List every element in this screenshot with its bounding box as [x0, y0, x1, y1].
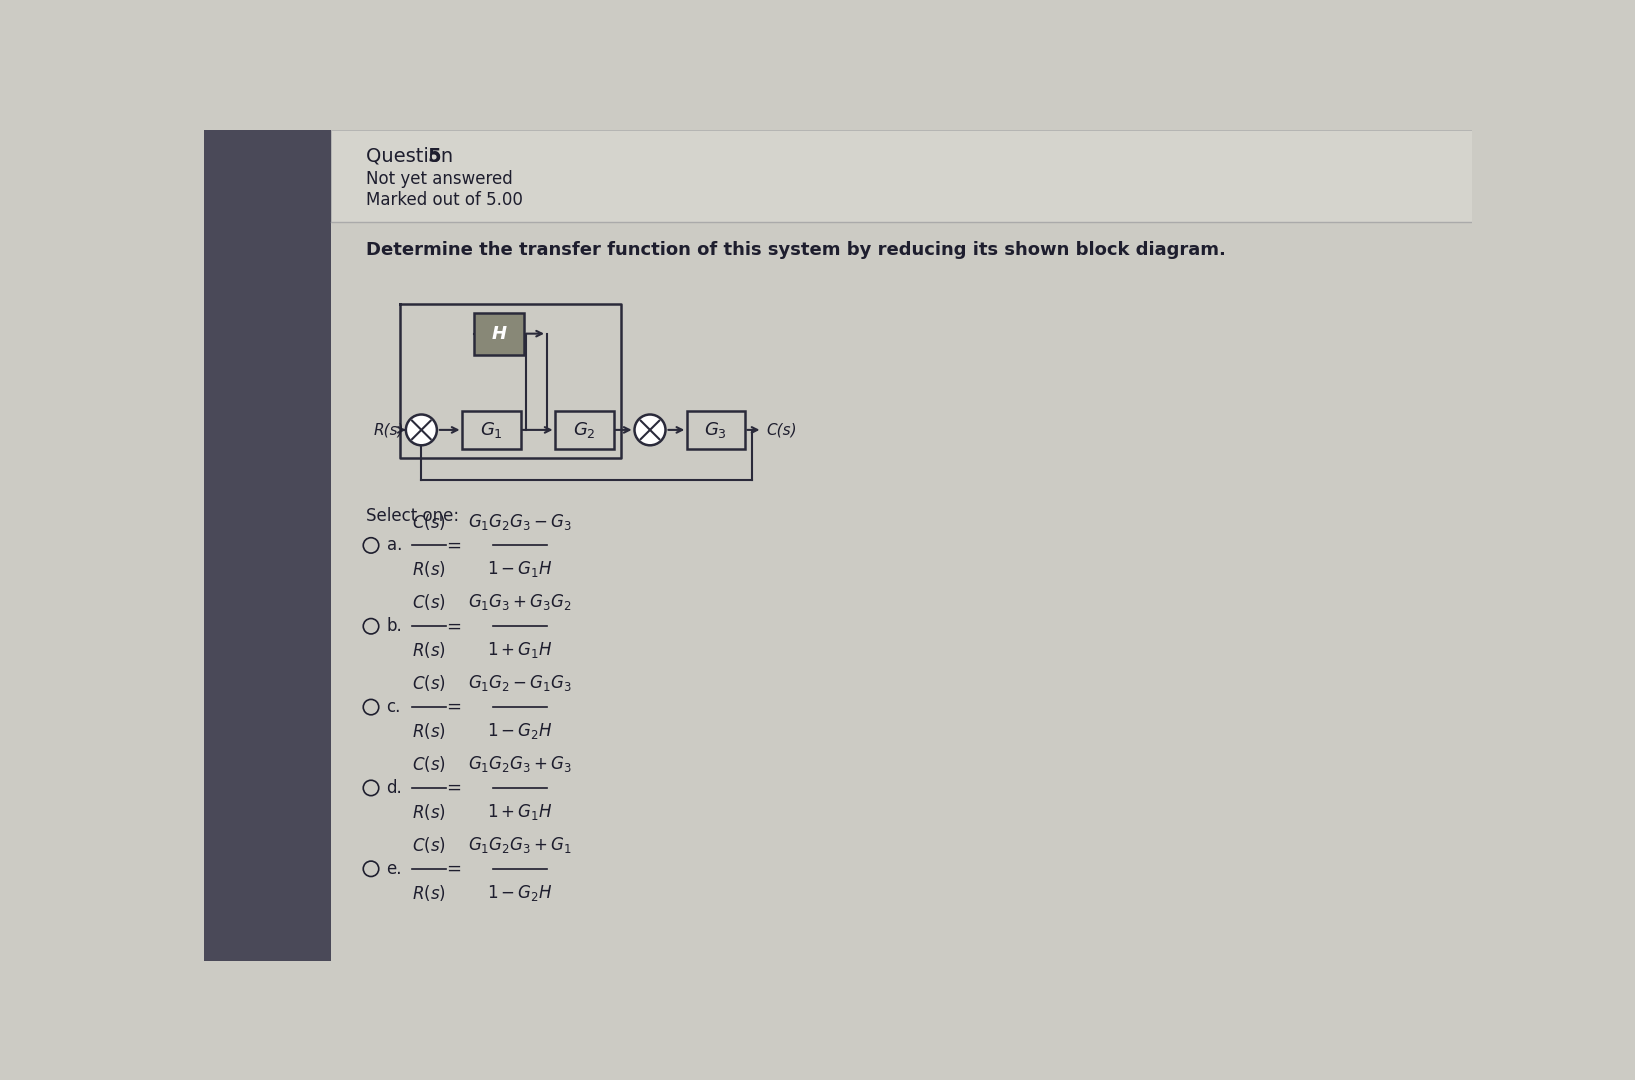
Text: $1-G_2H$: $1-G_2H$	[487, 721, 553, 741]
Text: $G_2$: $G_2$	[572, 420, 595, 440]
Text: =: =	[446, 618, 461, 635]
Text: $1-G_1H$: $1-G_1H$	[487, 559, 553, 579]
Text: d.: d.	[386, 779, 402, 797]
Text: H: H	[490, 325, 507, 342]
Text: $G_1G_2G_3+G_1$: $G_1G_2G_3+G_1$	[468, 835, 572, 855]
Text: $G_1$: $G_1$	[479, 420, 502, 440]
Text: e.: e.	[386, 860, 402, 878]
Text: c.: c.	[386, 698, 401, 716]
Text: $G_1G_2G_3+G_3$: $G_1G_2G_3+G_3$	[468, 754, 572, 774]
Text: $R(s)$: $R(s)$	[412, 801, 446, 822]
Text: R(s): R(s)	[373, 422, 404, 437]
Text: $C(s)$: $C(s)$	[412, 835, 446, 855]
Text: $R(s)$: $R(s)$	[412, 721, 446, 741]
Text: C(s): C(s)	[767, 422, 796, 437]
Text: =: =	[446, 860, 461, 878]
Text: =: =	[446, 779, 461, 797]
Text: Select one:: Select one:	[366, 507, 459, 525]
Circle shape	[405, 415, 437, 445]
Bar	[463, 410, 520, 449]
Text: =: =	[446, 698, 461, 716]
Text: $1-G_2H$: $1-G_2H$	[487, 882, 553, 903]
Text: b.: b.	[386, 618, 402, 635]
Text: $G_1G_2G_3-G_3$: $G_1G_2G_3-G_3$	[468, 512, 572, 531]
Bar	[204, 130, 330, 961]
Text: $R(s)$: $R(s)$	[412, 882, 446, 903]
Text: $1+G_1H$: $1+G_1H$	[487, 801, 553, 822]
Bar	[474, 313, 525, 355]
Text: $C(s)$: $C(s)$	[412, 512, 446, 531]
Text: Marked out of 5.00: Marked out of 5.00	[366, 191, 523, 210]
Text: $G_1G_3+G_3G_2$: $G_1G_3+G_3G_2$	[468, 593, 572, 612]
Text: $C(s)$: $C(s)$	[412, 673, 446, 693]
Text: $R(s)$: $R(s)$	[412, 640, 446, 660]
Text: 5: 5	[428, 147, 441, 165]
Text: Determine the transfer function of this system by reducing its shown block diagr: Determine the transfer function of this …	[366, 241, 1226, 259]
Text: $C(s)$: $C(s)$	[412, 754, 446, 774]
Text: $G_1G_2-G_1G_3$: $G_1G_2-G_1G_3$	[468, 673, 572, 693]
Circle shape	[634, 415, 665, 445]
Bar	[556, 410, 613, 449]
Bar	[687, 410, 746, 449]
Bar	[330, 130, 1472, 222]
Text: $G_3$: $G_3$	[705, 420, 728, 440]
Text: $C(s)$: $C(s)$	[412, 593, 446, 612]
Text: Not yet answered: Not yet answered	[366, 170, 512, 188]
Text: $R(s)$: $R(s)$	[412, 559, 446, 579]
Text: Question: Question	[366, 147, 459, 165]
Text: =: =	[446, 537, 461, 554]
Text: a.: a.	[386, 537, 402, 554]
Text: $1+G_1H$: $1+G_1H$	[487, 640, 553, 660]
